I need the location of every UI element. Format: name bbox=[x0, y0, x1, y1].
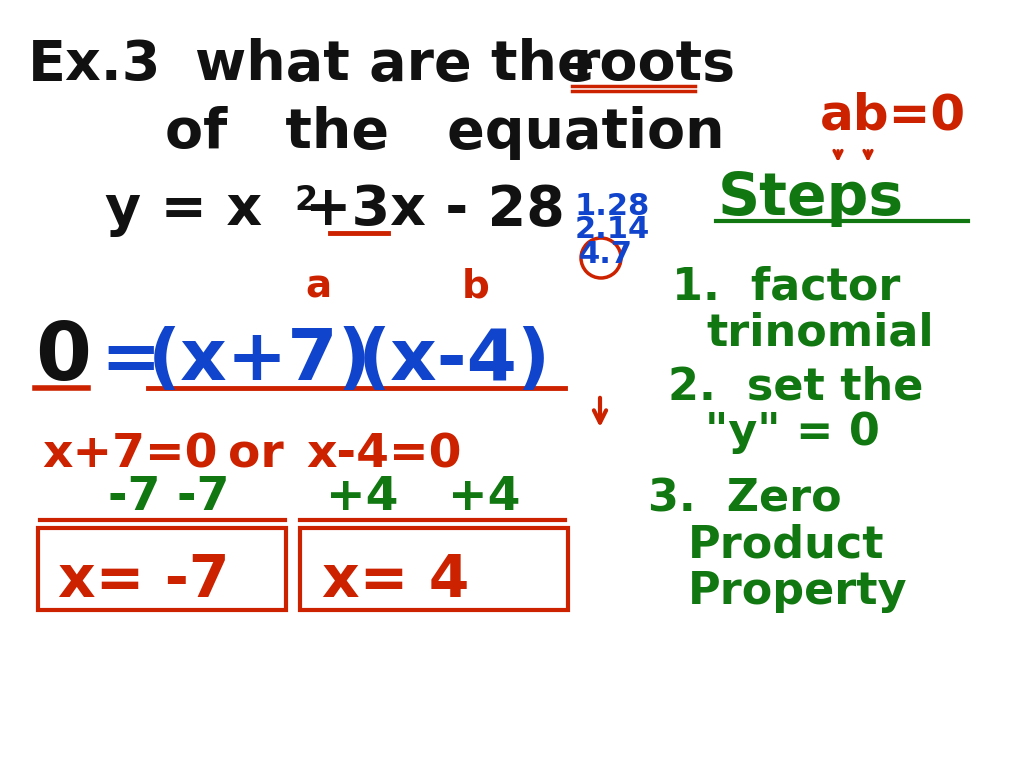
Text: 2.  set the: 2. set the bbox=[668, 366, 924, 409]
Text: x-4=0: x-4=0 bbox=[306, 433, 462, 478]
Text: x+7=0: x+7=0 bbox=[42, 433, 217, 478]
Text: Product: Product bbox=[688, 524, 885, 567]
Text: =: = bbox=[100, 326, 161, 395]
Text: x= -7: x= -7 bbox=[58, 552, 229, 609]
Text: Property: Property bbox=[688, 570, 907, 613]
Text: or: or bbox=[228, 433, 284, 478]
Text: what are the: what are the bbox=[195, 38, 595, 92]
Text: 4.7: 4.7 bbox=[579, 240, 633, 269]
Text: 1.  factor: 1. factor bbox=[672, 266, 900, 309]
Text: (x+7): (x+7) bbox=[148, 326, 372, 395]
Text: "y" = 0: "y" = 0 bbox=[705, 411, 880, 454]
Text: (x-4): (x-4) bbox=[358, 326, 551, 395]
Text: a: a bbox=[305, 268, 331, 306]
Text: ab=0: ab=0 bbox=[820, 92, 966, 140]
Text: 0: 0 bbox=[35, 319, 91, 397]
Text: Steps: Steps bbox=[718, 170, 904, 227]
Text: x= 4: x= 4 bbox=[322, 552, 469, 609]
Text: 3.  Zero: 3. Zero bbox=[648, 478, 842, 521]
Text: b: b bbox=[462, 268, 489, 306]
Text: trinomial: trinomial bbox=[706, 311, 934, 354]
Text: 2: 2 bbox=[294, 184, 317, 217]
Text: y = x: y = x bbox=[105, 183, 262, 237]
Text: +4   +4: +4 +4 bbox=[326, 475, 520, 520]
Text: 2.14: 2.14 bbox=[575, 215, 650, 244]
Text: roots: roots bbox=[572, 38, 735, 92]
Text: 1.28: 1.28 bbox=[575, 192, 650, 221]
Text: -7 -7: -7 -7 bbox=[108, 475, 229, 520]
FancyBboxPatch shape bbox=[300, 528, 568, 610]
FancyBboxPatch shape bbox=[38, 528, 286, 610]
Text: Ex.3: Ex.3 bbox=[28, 38, 162, 92]
Text: +3x - 28: +3x - 28 bbox=[305, 183, 565, 237]
Text: of   the   equation: of the equation bbox=[165, 106, 725, 160]
